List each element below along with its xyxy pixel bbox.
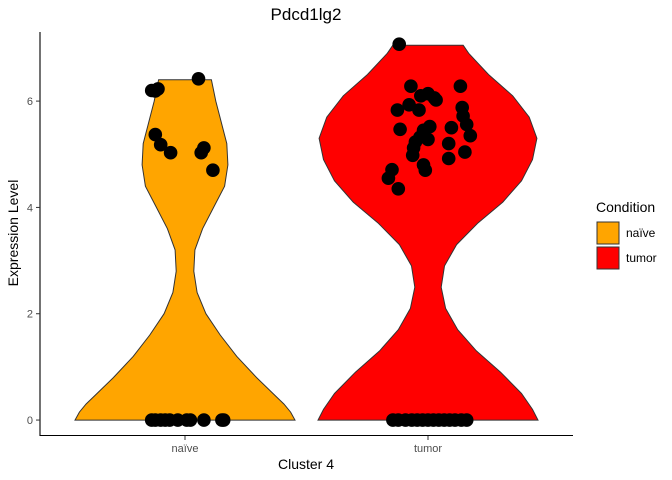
data-point-tumor-1 — [404, 79, 418, 93]
violin-layer — [75, 45, 538, 420]
data-point-naïve-8 — [194, 146, 208, 160]
x-ticks: naïve tumor — [172, 436, 443, 455]
data-point-tumor-23 — [458, 145, 472, 159]
data-point-naïve-17 — [184, 413, 198, 427]
data-point-naïve-3 — [149, 84, 163, 98]
legend-label-naïve: naïve — [626, 226, 656, 240]
data-point-tumor-2 — [454, 79, 468, 93]
y-tick-label-4: 4 — [27, 202, 33, 214]
x-axis-title: Cluster 4 — [278, 456, 334, 472]
x-tick-label-tumor: tumor — [414, 443, 442, 455]
legend-items: naïve tumor — [597, 222, 657, 269]
data-point-tumor-21 — [442, 137, 456, 151]
data-point-tumor-28 — [419, 163, 433, 177]
data-point-tumor-0 — [392, 37, 406, 51]
chart-title: Pdcd1lg2 — [271, 5, 342, 24]
violin-naïve — [75, 80, 295, 420]
legend-swatch-tumor — [597, 247, 619, 269]
legend-label-tumor: tumor — [626, 251, 657, 265]
data-point-tumor-9 — [391, 103, 405, 117]
legend-title: Condition — [596, 199, 655, 215]
data-point-tumor-25 — [442, 152, 456, 166]
legend-swatch-naïve — [597, 222, 619, 244]
data-point-naïve-20 — [217, 413, 231, 427]
y-tick-label-0: 0 — [27, 415, 33, 427]
data-point-tumor-15 — [393, 123, 407, 137]
data-point-tumor-10 — [412, 103, 426, 117]
y-tick-label-2: 2 — [27, 309, 33, 321]
data-point-naïve-0 — [192, 72, 206, 86]
data-point-tumor-6 — [429, 93, 443, 107]
violin-tumor — [318, 45, 538, 420]
data-point-naïve-6 — [164, 146, 178, 160]
data-point-naïve-9 — [206, 163, 220, 177]
data-point-naïve-18 — [197, 413, 211, 427]
data-point-tumor-30 — [392, 182, 406, 196]
y-axis-title: Expression Level — [5, 180, 21, 287]
data-point-tumor-19 — [421, 133, 435, 147]
legend: Condition naïve tumor — [596, 199, 657, 269]
data-point-tumor-24 — [406, 149, 420, 163]
x-tick-label-naïve: naïve — [172, 443, 199, 455]
data-point-tumor-4 — [414, 89, 428, 103]
y-tick-label-6: 6 — [27, 96, 33, 108]
data-point-tumor-17 — [464, 129, 478, 143]
y-ticks: 0 2 4 6 — [27, 96, 40, 427]
data-point-tumor-29 — [382, 171, 396, 185]
data-point-tumor-44 — [460, 413, 474, 427]
data-point-tumor-14 — [445, 121, 459, 135]
